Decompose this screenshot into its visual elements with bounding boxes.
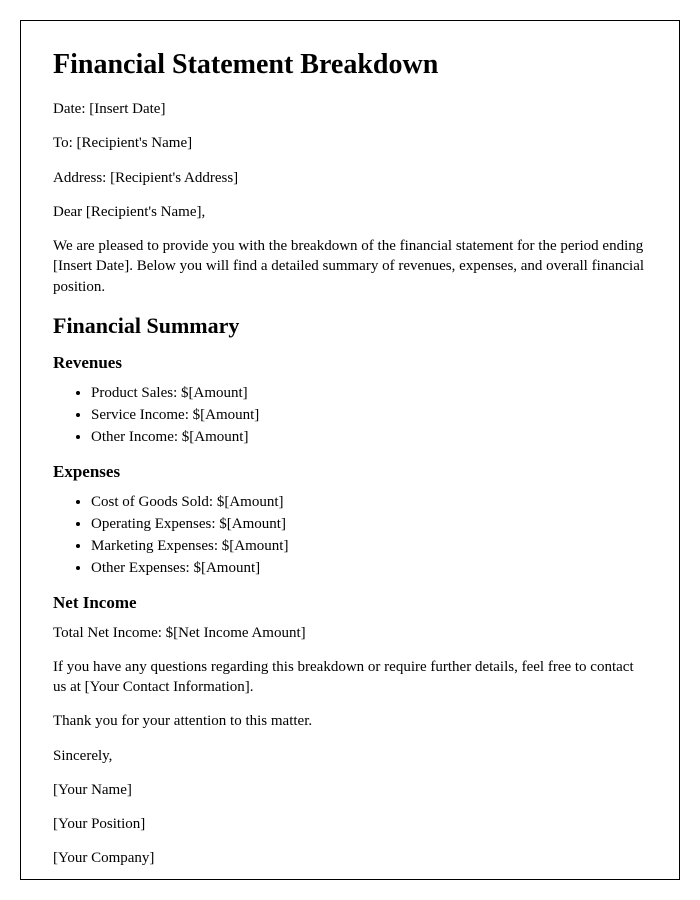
list-item: Service Income: $[Amount] bbox=[91, 405, 647, 425]
sincerely-line: Sincerely, bbox=[53, 746, 647, 766]
date-line: Date: [Insert Date] bbox=[53, 99, 647, 119]
address-line: Address: [Recipient's Address] bbox=[53, 168, 647, 188]
intro-paragraph: We are pleased to provide you with the b… bbox=[53, 236, 647, 297]
list-item: Product Sales: $[Amount] bbox=[91, 383, 647, 403]
signature-position: [Your Position] bbox=[53, 814, 647, 834]
net-income-line: Total Net Income: $[Net Income Amount] bbox=[53, 623, 647, 643]
net-income-heading: Net Income bbox=[53, 593, 647, 613]
thanks-line: Thank you for your attention to this mat… bbox=[53, 711, 647, 731]
to-line: To: [Recipient's Name] bbox=[53, 133, 647, 153]
list-item: Operating Expenses: $[Amount] bbox=[91, 514, 647, 534]
list-item: Cost of Goods Sold: $[Amount] bbox=[91, 492, 647, 512]
revenues-heading: Revenues bbox=[53, 353, 647, 373]
expenses-heading: Expenses bbox=[53, 462, 647, 482]
signature-company: [Your Company] bbox=[53, 848, 647, 868]
page-title: Financial Statement Breakdown bbox=[53, 49, 647, 81]
document-page: Financial Statement Breakdown Date: [Ins… bbox=[20, 20, 680, 880]
list-item: Marketing Expenses: $[Amount] bbox=[91, 536, 647, 556]
expenses-list: Cost of Goods Sold: $[Amount] Operating … bbox=[91, 492, 647, 579]
summary-heading: Financial Summary bbox=[53, 313, 647, 339]
revenues-list: Product Sales: $[Amount] Service Income:… bbox=[91, 383, 647, 448]
salutation: Dear [Recipient's Name], bbox=[53, 202, 647, 222]
list-item: Other Expenses: $[Amount] bbox=[91, 558, 647, 578]
signature-name: [Your Name] bbox=[53, 780, 647, 800]
list-item: Other Income: $[Amount] bbox=[91, 427, 647, 447]
contact-paragraph: If you have any questions regarding this… bbox=[53, 657, 647, 698]
